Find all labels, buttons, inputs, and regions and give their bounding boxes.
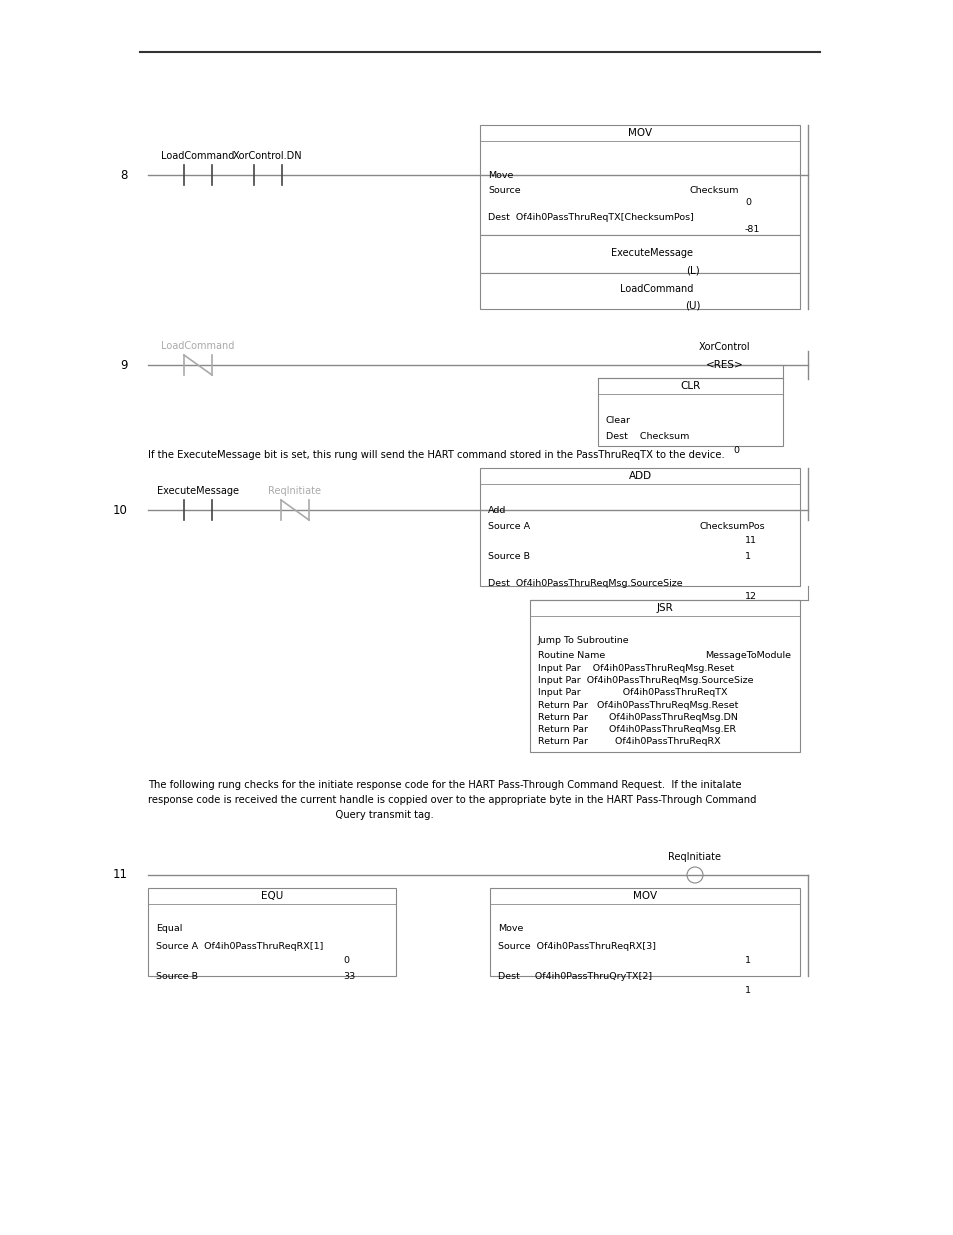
Text: ReqInitiate: ReqInitiate xyxy=(268,487,321,496)
Text: Equal: Equal xyxy=(156,924,182,932)
Text: ADD: ADD xyxy=(628,471,651,480)
Text: MessageToModule: MessageToModule xyxy=(704,651,790,659)
Text: 0: 0 xyxy=(343,956,349,965)
Text: CLR: CLR xyxy=(679,382,700,391)
Text: 8: 8 xyxy=(120,168,128,182)
Text: MOV: MOV xyxy=(632,890,657,902)
Bar xyxy=(598,378,782,446)
Text: Source B: Source B xyxy=(156,972,198,981)
Text: Query transmit tag.: Query transmit tag. xyxy=(148,810,434,820)
Text: ExecuteMessage: ExecuteMessage xyxy=(610,248,692,258)
Text: 10: 10 xyxy=(113,504,128,516)
Text: -81: -81 xyxy=(744,225,760,233)
Text: LoadCommand: LoadCommand xyxy=(619,284,692,294)
Text: 1: 1 xyxy=(744,956,750,965)
Text: 12: 12 xyxy=(744,592,757,601)
Text: Source A  Of4ih0PassThruReqRX[1]: Source A Of4ih0PassThruReqRX[1] xyxy=(156,942,323,951)
Text: Checksum: Checksum xyxy=(689,186,739,195)
Text: The following rung checks for the initiate response code for the HART Pass-Throu: The following rung checks for the initia… xyxy=(148,781,740,790)
Text: 33: 33 xyxy=(343,972,355,981)
Text: Input Par              Of4ih0PassThruReqTX: Input Par Of4ih0PassThruReqTX xyxy=(537,688,727,697)
Bar xyxy=(479,273,800,309)
Text: If the ExecuteMessage bit is set, this rung will send the HART command stored in: If the ExecuteMessage bit is set, this r… xyxy=(148,450,724,459)
Text: Input Par    Of4ih0PassThruReqMsg.Reset: Input Par Of4ih0PassThruReqMsg.Reset xyxy=(537,664,734,673)
Bar xyxy=(479,125,800,235)
Text: Dest     Of4ih0PassThruQryTX[2]: Dest Of4ih0PassThruQryTX[2] xyxy=(497,972,652,981)
Text: Routine Name: Routine Name xyxy=(537,651,604,659)
Text: LoadCommand: LoadCommand xyxy=(161,341,234,351)
Text: XorControl.DN: XorControl.DN xyxy=(233,151,302,161)
Text: <RES>: <RES> xyxy=(705,359,743,370)
Text: 11: 11 xyxy=(744,536,757,545)
Text: XorControl: XorControl xyxy=(699,342,750,352)
Text: 1: 1 xyxy=(744,986,750,995)
Text: Move: Move xyxy=(488,170,513,180)
Text: Return Par   Of4ih0PassThruReqMsg.Reset: Return Par Of4ih0PassThruReqMsg.Reset xyxy=(537,701,738,710)
Bar xyxy=(490,888,800,976)
Bar xyxy=(530,600,800,752)
Text: Dest  Of4ih0PassThruReqMsg.SourceSize: Dest Of4ih0PassThruReqMsg.SourceSize xyxy=(488,579,682,588)
Text: 11: 11 xyxy=(112,868,128,882)
Text: ChecksumPos: ChecksumPos xyxy=(700,522,765,531)
Text: 0: 0 xyxy=(732,446,739,454)
Text: LoadCommand: LoadCommand xyxy=(161,151,234,161)
Text: ReqInitiate: ReqInitiate xyxy=(668,852,720,862)
Text: EQU: EQU xyxy=(260,890,283,902)
Bar xyxy=(479,235,800,273)
Text: response code is received the current handle is coppied over to the appropriate : response code is received the current ha… xyxy=(148,795,756,805)
Text: Return Par       Of4ih0PassThruReqMsg.DN: Return Par Of4ih0PassThruReqMsg.DN xyxy=(537,713,737,722)
Text: Clear: Clear xyxy=(605,416,630,425)
Text: 0: 0 xyxy=(744,198,750,207)
Bar xyxy=(148,888,395,976)
Bar xyxy=(479,468,800,585)
Text: Return Par         Of4ih0PassThruReqRX: Return Par Of4ih0PassThruReqRX xyxy=(537,737,720,746)
Text: Source B: Source B xyxy=(488,552,530,561)
Text: 1: 1 xyxy=(744,552,750,561)
Text: (L): (L) xyxy=(685,266,700,275)
Text: Move: Move xyxy=(497,924,523,932)
Text: ExecuteMessage: ExecuteMessage xyxy=(157,487,239,496)
Text: Source: Source xyxy=(488,186,520,195)
Text: Dest  Of4ih0PassThruReqTX[ChecksumPos]: Dest Of4ih0PassThruReqTX[ChecksumPos] xyxy=(488,212,693,222)
Text: (U): (U) xyxy=(684,300,700,310)
Text: MOV: MOV xyxy=(627,128,652,138)
Text: Input Par  Of4ih0PassThruReqMsg.SourceSize: Input Par Of4ih0PassThruReqMsg.SourceSiz… xyxy=(537,676,753,685)
Text: Jump To Subroutine: Jump To Subroutine xyxy=(537,636,629,645)
Text: Add: Add xyxy=(488,506,506,515)
Text: Dest    Checksum: Dest Checksum xyxy=(605,432,689,441)
Text: JSR: JSR xyxy=(656,603,673,613)
Text: Source  Of4ih0PassThruReqRX[3]: Source Of4ih0PassThruReqRX[3] xyxy=(497,942,656,951)
Text: Source A: Source A xyxy=(488,522,530,531)
Text: Return Par       Of4ih0PassThruReqMsg.ER: Return Par Of4ih0PassThruReqMsg.ER xyxy=(537,725,736,734)
Text: 9: 9 xyxy=(120,358,128,372)
